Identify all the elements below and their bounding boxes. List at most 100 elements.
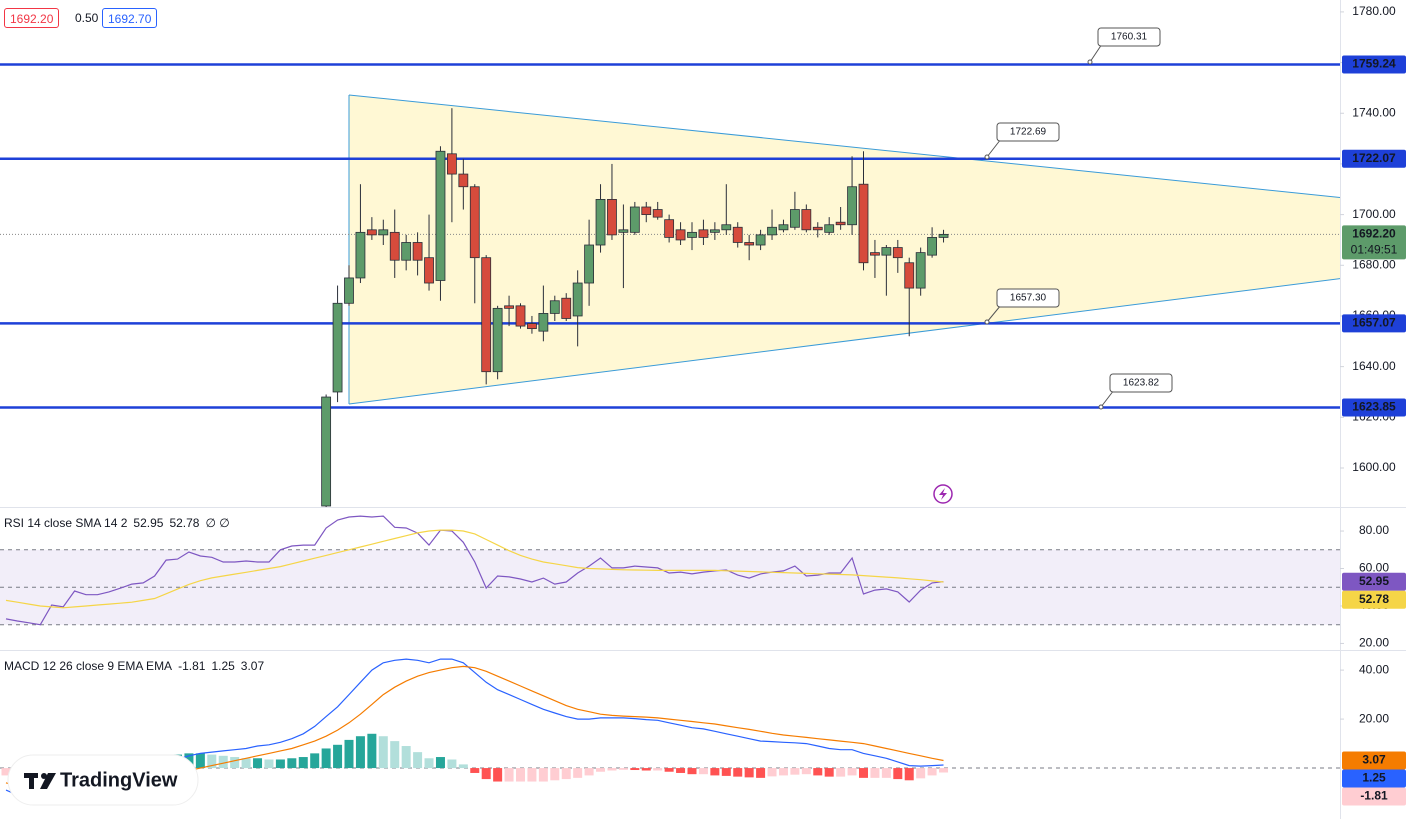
candle-body xyxy=(915,252,926,289)
histogram-bar xyxy=(721,768,731,776)
candle-body xyxy=(801,209,812,231)
callout-anchor xyxy=(1087,59,1093,65)
brand-logo[interactable]: TradingView xyxy=(7,754,199,806)
candle-body xyxy=(389,231,400,261)
spread: 0.50 xyxy=(75,11,99,25)
callout-box xyxy=(1109,373,1173,393)
y-tick-label: 1740.00 xyxy=(1352,105,1396,119)
y-tick-label: 1780.00 xyxy=(1352,4,1396,18)
rsi-line xyxy=(5,515,944,626)
histogram-bar xyxy=(253,758,263,769)
histogram-bar xyxy=(847,768,857,776)
legend-text: RSI 14 close SMA 14 2 xyxy=(4,516,128,530)
candle-body xyxy=(641,206,652,216)
last-price-badge-bg xyxy=(1342,225,1406,260)
histogram-bar xyxy=(481,768,491,780)
candle-body xyxy=(561,297,572,319)
candle-body xyxy=(344,277,354,304)
legend-text: ∅ ∅ xyxy=(205,516,229,530)
histogram-bar xyxy=(355,736,365,769)
legend-text: 52.95 xyxy=(133,516,163,530)
histogram-bar xyxy=(298,757,308,769)
histogram-bar xyxy=(756,768,766,778)
callout-pointer xyxy=(1100,389,1115,408)
level-badge: 1623.85 xyxy=(1352,400,1396,414)
candle-body xyxy=(858,183,869,264)
callout-label: 1722.69 xyxy=(1010,127,1047,138)
callout-pointer xyxy=(986,304,1002,323)
histogram-bar xyxy=(836,768,846,777)
candle-body xyxy=(675,229,686,241)
level-badge-bg xyxy=(1342,314,1406,333)
price-pane xyxy=(0,63,1340,507)
level-badge: 1657.07 xyxy=(1352,316,1396,330)
candle-body xyxy=(767,226,777,236)
histogram-bar xyxy=(378,736,388,769)
candle-body xyxy=(812,226,823,231)
histogram-bar xyxy=(504,768,514,782)
legend-text: 3.07 xyxy=(241,659,265,673)
candle-body xyxy=(629,206,640,233)
legend-text: -1.81 xyxy=(178,659,206,673)
candle-body xyxy=(835,221,846,226)
histogram-bar xyxy=(881,768,891,778)
candle-body xyxy=(870,252,880,256)
candle-body xyxy=(595,199,606,246)
histogram-bar xyxy=(447,759,457,769)
candle-body xyxy=(469,186,480,259)
histogram-bar xyxy=(778,768,788,776)
histogram-bar xyxy=(527,768,537,782)
histogram-bar xyxy=(241,758,251,769)
alert-icon[interactable] xyxy=(933,484,953,504)
legend-text: 52.78 xyxy=(169,516,199,530)
axes: 1600.001620.001640.001660.001680.001700.… xyxy=(1340,4,1406,806)
histogram-bar xyxy=(607,768,617,771)
callout-pointer xyxy=(986,138,1002,158)
histogram-bar xyxy=(310,753,320,769)
level-badge-bg xyxy=(1342,55,1406,74)
y-tick-label: 1640.00 xyxy=(1352,359,1396,373)
value-badge: 52.78 xyxy=(1359,592,1389,606)
histogram-bar xyxy=(618,768,628,770)
histogram-bar xyxy=(401,746,411,769)
candle-body xyxy=(732,226,743,243)
histogram-bar xyxy=(470,768,480,773)
candle-body xyxy=(687,231,697,238)
histogram-bar xyxy=(744,768,754,778)
histogram-bar xyxy=(596,768,606,772)
last-price-badge: 1692.20 xyxy=(1352,227,1396,241)
ask-price[interactable]: 1692.70 xyxy=(102,8,158,28)
histogram-bar xyxy=(916,768,926,779)
histogram-bar xyxy=(424,758,434,769)
candle-body xyxy=(789,209,800,228)
candle-body xyxy=(927,237,937,256)
value-badge: 1.25 xyxy=(1362,771,1386,785)
histogram-bar xyxy=(653,768,663,771)
candle-body xyxy=(366,229,377,236)
candle-body xyxy=(938,233,949,238)
callout-anchor xyxy=(984,154,990,160)
brand-name: TradingView xyxy=(60,769,178,791)
legend-text: MACD 12 26 close 9 EMA EMA xyxy=(4,659,172,673)
histogram-bar xyxy=(413,752,423,769)
histogram-bar xyxy=(767,768,777,777)
histogram-bar xyxy=(195,753,205,769)
histogram-bar xyxy=(858,768,868,778)
candle-body xyxy=(549,300,560,314)
callout-label: 1623.82 xyxy=(1123,378,1160,389)
histogram-bar xyxy=(275,759,285,769)
bid-price[interactable]: 1692.20 xyxy=(4,8,60,28)
histogram-bar xyxy=(321,748,331,769)
histogram-bar xyxy=(458,764,468,769)
level-badge-bg xyxy=(1342,398,1406,417)
histogram-bar xyxy=(264,759,274,769)
value-badge-bg xyxy=(1342,787,1406,806)
macd-pane: MACD 12 26 close 9 EMA EMA -1.81 1.25 3.07 xyxy=(0,658,1340,806)
histogram-bar xyxy=(687,768,697,775)
histogram-bar xyxy=(515,768,525,782)
candle-body xyxy=(584,244,594,284)
candle-body xyxy=(607,199,617,236)
candle-body xyxy=(721,224,732,231)
candle-body xyxy=(824,224,835,233)
